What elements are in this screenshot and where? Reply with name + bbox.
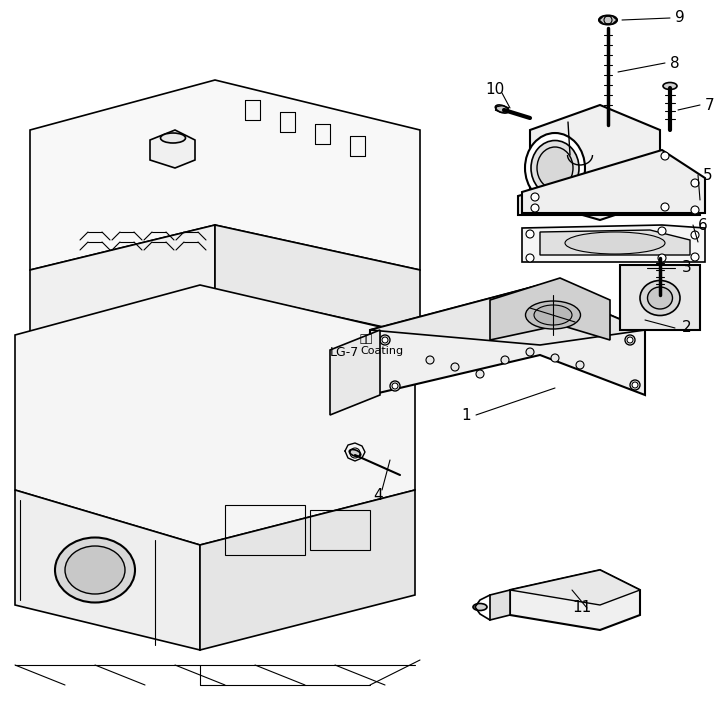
- Polygon shape: [490, 590, 510, 620]
- Text: 4: 4: [373, 487, 383, 503]
- Ellipse shape: [663, 82, 677, 89]
- Ellipse shape: [599, 15, 617, 25]
- Polygon shape: [620, 265, 700, 330]
- Polygon shape: [510, 570, 640, 630]
- Circle shape: [501, 356, 509, 364]
- Polygon shape: [518, 155, 700, 215]
- Circle shape: [526, 348, 534, 356]
- Polygon shape: [490, 278, 610, 340]
- Circle shape: [661, 203, 669, 211]
- Circle shape: [476, 370, 484, 378]
- Circle shape: [451, 363, 459, 371]
- Circle shape: [390, 381, 400, 391]
- Ellipse shape: [65, 546, 125, 594]
- Text: 2: 2: [682, 320, 691, 336]
- Circle shape: [531, 204, 539, 212]
- Polygon shape: [510, 570, 640, 605]
- Text: 1: 1: [461, 408, 471, 422]
- Ellipse shape: [161, 133, 185, 143]
- Circle shape: [526, 254, 534, 262]
- Polygon shape: [540, 230, 690, 255]
- Circle shape: [691, 253, 699, 261]
- Bar: [310, 510, 370, 550]
- Circle shape: [625, 335, 635, 345]
- Bar: [225, 505, 305, 555]
- Ellipse shape: [534, 305, 572, 325]
- Text: 8: 8: [670, 56, 680, 70]
- Polygon shape: [522, 225, 705, 262]
- Circle shape: [691, 206, 699, 214]
- Polygon shape: [330, 330, 380, 415]
- Circle shape: [426, 356, 434, 364]
- Polygon shape: [370, 285, 645, 395]
- Ellipse shape: [531, 141, 579, 196]
- Circle shape: [526, 230, 534, 238]
- Circle shape: [658, 254, 666, 262]
- Polygon shape: [522, 150, 705, 213]
- Circle shape: [658, 227, 666, 235]
- Polygon shape: [370, 285, 645, 345]
- Ellipse shape: [473, 603, 487, 610]
- Circle shape: [576, 361, 584, 369]
- Ellipse shape: [55, 537, 135, 603]
- Ellipse shape: [495, 105, 509, 113]
- Circle shape: [380, 335, 390, 345]
- Circle shape: [531, 193, 539, 201]
- Polygon shape: [150, 130, 195, 168]
- Ellipse shape: [537, 147, 573, 189]
- Text: 7: 7: [705, 97, 715, 113]
- Circle shape: [691, 179, 699, 187]
- Text: 11: 11: [573, 601, 592, 615]
- Polygon shape: [215, 225, 420, 335]
- Polygon shape: [30, 225, 215, 340]
- Polygon shape: [599, 16, 617, 24]
- Text: 6: 6: [698, 218, 708, 232]
- Ellipse shape: [349, 450, 361, 456]
- Circle shape: [661, 152, 669, 160]
- Ellipse shape: [526, 301, 581, 329]
- Text: 塗布
Coating: 塗布 Coating: [360, 334, 403, 356]
- Ellipse shape: [647, 287, 673, 309]
- Ellipse shape: [525, 133, 585, 203]
- Text: 5: 5: [703, 168, 712, 182]
- Polygon shape: [15, 490, 200, 650]
- Polygon shape: [200, 490, 415, 650]
- Ellipse shape: [565, 232, 665, 254]
- Circle shape: [630, 380, 640, 390]
- Circle shape: [691, 231, 699, 239]
- Text: 9: 9: [675, 11, 685, 25]
- Circle shape: [551, 354, 559, 362]
- Polygon shape: [30, 80, 420, 270]
- Polygon shape: [15, 285, 415, 545]
- Text: 10: 10: [485, 82, 505, 97]
- Text: LG-7: LG-7: [330, 346, 359, 358]
- Polygon shape: [530, 105, 660, 220]
- Text: 3: 3: [682, 260, 691, 275]
- Ellipse shape: [640, 280, 680, 315]
